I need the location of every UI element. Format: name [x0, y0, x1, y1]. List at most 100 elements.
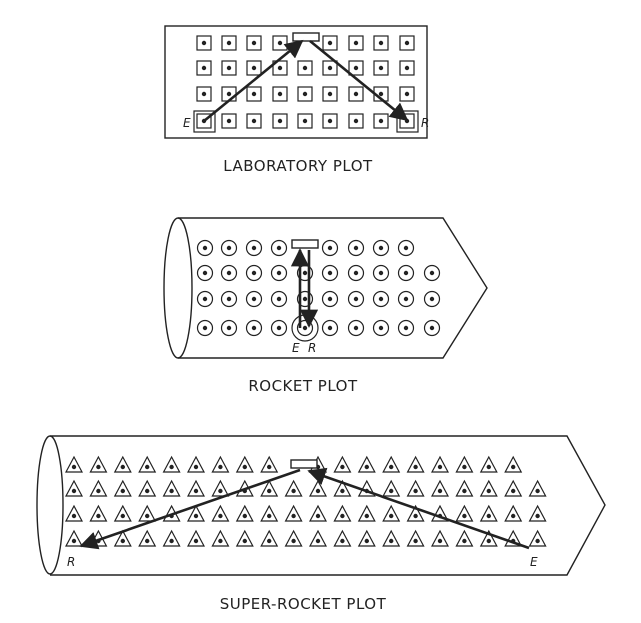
- laboratory-light-path-back: [309, 39, 409, 122]
- super-rocket-clock: [89, 504, 108, 522]
- super-rocket-clock: [333, 504, 352, 522]
- laboratory-clock: [348, 35, 364, 51]
- laboratory-plot-frame: [164, 25, 428, 139]
- rocket-clock: [196, 290, 214, 308]
- rocket-clock: [220, 290, 238, 308]
- super-rocket-clock: [504, 479, 523, 497]
- laboratory-plot-caption: LABORATORY PLOT: [223, 157, 373, 175]
- super-rocket-clock: [211, 479, 230, 497]
- super-rocket-clock: [284, 529, 303, 547]
- rocket-clock: [270, 319, 288, 337]
- super-rocket-clock: [528, 529, 547, 547]
- super-rocket-clock: [187, 529, 205, 547]
- rocket-emit-label: E: [292, 341, 300, 355]
- rocket-clock: [220, 319, 238, 337]
- super-rocket-clock: [284, 479, 303, 497]
- laboratory-clock: [246, 86, 262, 102]
- super-rocket-emit-label: E: [530, 555, 538, 569]
- super-rocket-tail-opening: [36, 435, 64, 575]
- laboratory-clock: [322, 113, 338, 129]
- laboratory-clock: [322, 35, 338, 51]
- super-rocket-clock: [455, 455, 474, 473]
- laboratory-clock-grid: [196, 35, 415, 129]
- super-rocket-clock: [431, 455, 449, 473]
- super-rocket-clock: [431, 479, 449, 497]
- super-rocket-clock: [309, 479, 327, 497]
- super-rocket-clock: [260, 529, 279, 547]
- super-rocket-clock: [479, 479, 498, 497]
- super-rocket-clock: [504, 455, 523, 473]
- super-rocket-clock: [138, 479, 157, 497]
- rocket-clock: [220, 239, 238, 257]
- super-rocket-clock: [504, 504, 523, 522]
- laboratory-clock: [322, 86, 338, 102]
- super-rocket-clock: [113, 529, 132, 547]
- super-rocket-clock: [260, 479, 279, 497]
- super-rocket-clock: [187, 479, 205, 497]
- laboratory-clock: [322, 60, 338, 76]
- laboratory-clock: [272, 60, 288, 76]
- rocket-mirror: [291, 239, 319, 249]
- super-rocket-clock: [162, 479, 181, 497]
- super-rocket-clock: [357, 455, 376, 473]
- super-rocket-clock: [406, 529, 425, 547]
- rocket-clock: [397, 319, 415, 337]
- rocket-clock: [245, 319, 263, 337]
- laboratory-clock: [246, 35, 262, 51]
- super-rocket-clock: [455, 529, 474, 547]
- rocket-clock: [397, 290, 415, 308]
- super-rocket-mirror: [290, 459, 318, 469]
- super-rocket-clock: [89, 479, 108, 497]
- super-rocket-clock: [113, 479, 132, 497]
- rocket-receive-label: R: [308, 341, 316, 355]
- laboratory-clock: [221, 113, 237, 129]
- super-rocket-clock: [235, 504, 254, 522]
- super-rocket-clock: [138, 529, 157, 547]
- super-rocket-clock: [65, 529, 83, 547]
- super-rocket-clock: [333, 455, 352, 473]
- laboratory-clock: [348, 60, 364, 76]
- super-rocket-clock: [65, 479, 83, 497]
- super-rocket-plot-caption: SUPER-ROCKET PLOT: [220, 595, 387, 613]
- super-rocket-clock: [113, 504, 132, 522]
- laboratory-plot: E R LABORATORY PLOT: [164, 25, 429, 175]
- laboratory-clock: [196, 86, 212, 102]
- super-rocket-light-path-out: [307, 467, 530, 550]
- rocket-clock: [220, 264, 238, 282]
- super-rocket-clock: [162, 455, 181, 473]
- rocket-clock: [321, 290, 339, 308]
- rocket-clock: [347, 264, 365, 282]
- laboratory-clock: [221, 35, 237, 51]
- super-rocket-clock: [382, 455, 401, 473]
- super-rocket-clock: [211, 455, 230, 473]
- rocket-clock: [372, 239, 390, 257]
- rocket-clock: [347, 290, 365, 308]
- laboratory-clock: [196, 60, 212, 76]
- super-rocket-receive-label: R: [67, 555, 75, 569]
- super-rocket-clock: [528, 504, 547, 522]
- laboratory-clock: [373, 113, 389, 129]
- rocket-body: [178, 217, 488, 359]
- super-rocket-clock: [382, 529, 401, 547]
- rocket-clock: [397, 239, 415, 257]
- laboratory-clock: [348, 113, 364, 129]
- laboratory-clock: [373, 60, 389, 76]
- super-rocket-clock: [211, 504, 230, 522]
- laboratory-mirror: [292, 32, 320, 42]
- rocket-clock: [423, 290, 441, 308]
- laboratory-emit-highlight: [193, 110, 216, 133]
- super-rocket-clock: [333, 479, 352, 497]
- laboratory-receive-label: R: [421, 116, 429, 130]
- super-rocket-clock: [260, 504, 279, 522]
- super-rocket-clock: [357, 504, 376, 522]
- super-rocket-clock: [479, 504, 498, 522]
- super-rocket-clock: [260, 455, 279, 473]
- rocket-clock-grid: [196, 239, 441, 337]
- super-rocket-clock: [187, 504, 205, 522]
- laboratory-clock: [246, 60, 262, 76]
- super-rocket-clock: [406, 504, 425, 522]
- super-rocket-clock: [357, 529, 376, 547]
- rocket-clock: [423, 319, 441, 337]
- super-rocket-clock: [479, 529, 498, 547]
